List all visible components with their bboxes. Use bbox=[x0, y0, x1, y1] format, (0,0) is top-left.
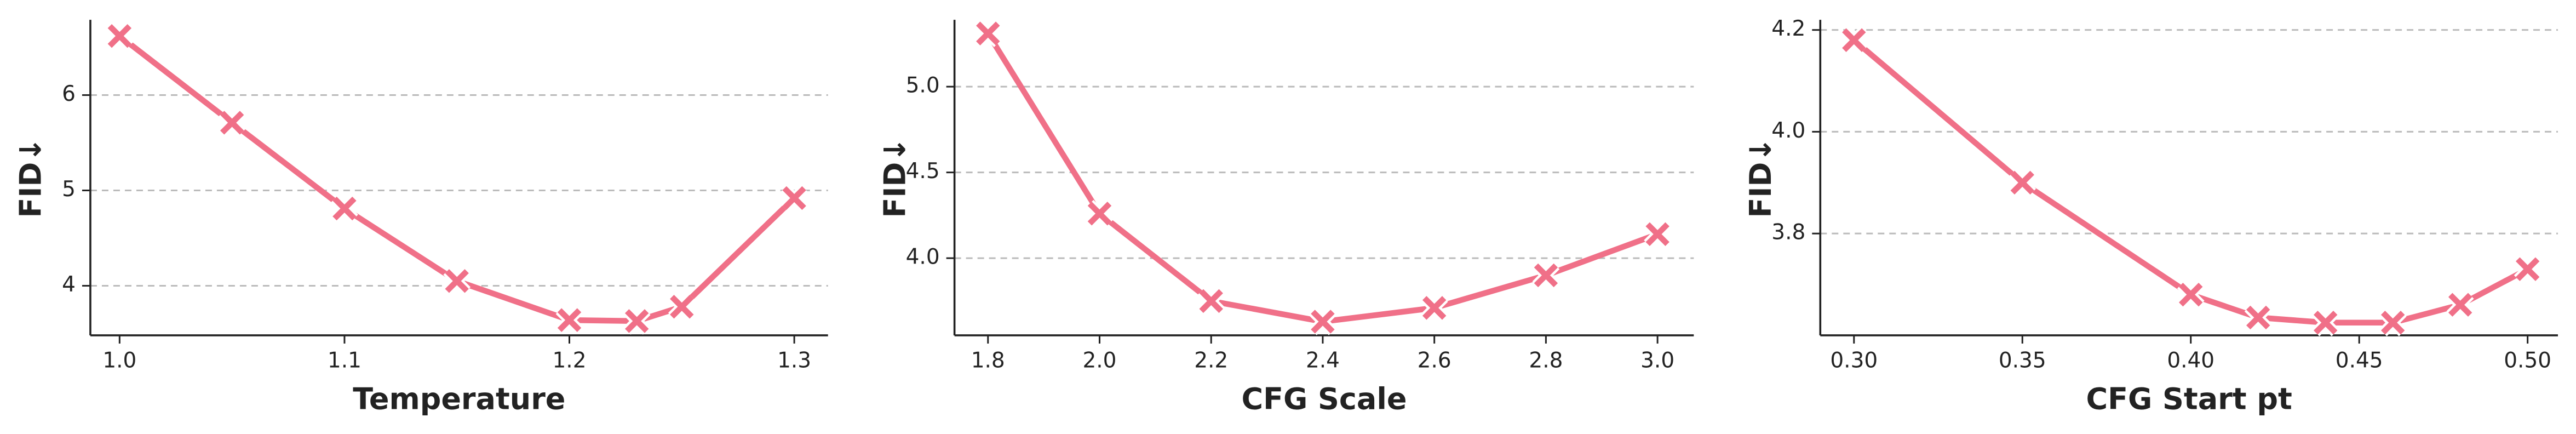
marker bbox=[443, 267, 471, 295]
x-tick-label: 2.8 bbox=[1529, 348, 1563, 373]
y-tick-label: 4.0 bbox=[1771, 118, 1805, 143]
marker bbox=[1197, 287, 1225, 315]
marker-cross bbox=[2010, 170, 2034, 195]
x-tick-label: 2.4 bbox=[1306, 348, 1340, 373]
y-tick-label: 6 bbox=[62, 82, 76, 106]
marker-cross bbox=[1199, 289, 1223, 313]
marker-cross bbox=[2380, 311, 2405, 335]
marker bbox=[2514, 255, 2541, 283]
marker-cross bbox=[624, 309, 649, 333]
marker-cross bbox=[332, 196, 357, 221]
marker bbox=[1086, 199, 1114, 227]
x-tick-label: 1.3 bbox=[777, 348, 811, 373]
marker bbox=[218, 109, 246, 136]
marker-cross bbox=[2448, 293, 2472, 317]
marker bbox=[1532, 261, 1560, 289]
marker-cross bbox=[670, 295, 694, 319]
marker bbox=[2244, 304, 2272, 332]
marker-cross bbox=[107, 24, 132, 48]
marker bbox=[974, 20, 1002, 48]
x-tick-label: 2.6 bbox=[1418, 348, 1451, 373]
marker bbox=[2177, 281, 2205, 309]
marker bbox=[781, 184, 808, 212]
marker-cross bbox=[976, 21, 1000, 45]
marker-cross bbox=[1842, 28, 1866, 52]
marker bbox=[1420, 294, 1448, 322]
x-axis-label: Temperature bbox=[353, 382, 565, 416]
y-axis-label: FID↓ bbox=[14, 138, 48, 218]
marker bbox=[1309, 308, 1336, 335]
marker-cross bbox=[2313, 311, 2338, 335]
marker bbox=[2379, 309, 2407, 336]
x-tick-label: 0.50 bbox=[2504, 348, 2551, 373]
x-tick-label: 1.0 bbox=[102, 348, 136, 373]
marker bbox=[106, 22, 134, 50]
marker bbox=[331, 195, 358, 222]
marker bbox=[623, 307, 651, 335]
x-tick-label: 1.2 bbox=[553, 348, 587, 373]
marker-cross bbox=[2179, 282, 2203, 307]
marker bbox=[2446, 291, 2474, 319]
marker-cross bbox=[2246, 305, 2270, 330]
y-axis-label: FID↓ bbox=[877, 138, 912, 218]
marker-cross bbox=[782, 186, 806, 210]
marker-cross bbox=[1422, 296, 1447, 320]
marker bbox=[668, 293, 696, 321]
marker-cross bbox=[2515, 257, 2540, 281]
marker-cross bbox=[1534, 263, 1558, 288]
marker bbox=[2009, 169, 2036, 197]
data-line bbox=[1852, 38, 2529, 326]
x-tick-label: 1.8 bbox=[971, 348, 1005, 373]
marker bbox=[1840, 26, 1868, 54]
x-tick-label: 0.40 bbox=[2167, 348, 2214, 373]
y-axis-label: FID↓ bbox=[1743, 138, 1778, 218]
marker bbox=[2311, 309, 2339, 336]
y-tick-label: 3.8 bbox=[1771, 220, 1805, 245]
x-tick-label: 2.0 bbox=[1082, 348, 1116, 373]
x-tick-label: 3.0 bbox=[1640, 348, 1674, 373]
x-tick-label: 0.45 bbox=[2336, 348, 2383, 373]
data-line bbox=[985, 32, 1659, 325]
marker-cross bbox=[1645, 222, 1669, 247]
x-axis-label: CFG Scale bbox=[1242, 382, 1407, 416]
marker-cross bbox=[1087, 202, 1112, 226]
marker-cross bbox=[220, 111, 244, 135]
y-tick-label: 4.5 bbox=[906, 159, 940, 184]
y-tick-label: 5 bbox=[62, 177, 76, 202]
x-axis-label: CFG Start pt bbox=[2086, 382, 2292, 416]
marker-cross bbox=[445, 269, 469, 293]
x-tick-label: 0.30 bbox=[1830, 348, 1878, 373]
x-tick-label: 2.2 bbox=[1194, 348, 1228, 373]
x-tick-label: 0.35 bbox=[1999, 348, 2046, 373]
x-tick-label: 1.1 bbox=[328, 348, 362, 373]
y-tick-label: 4.2 bbox=[1771, 16, 1805, 41]
y-tick-label: 5.0 bbox=[906, 73, 940, 98]
marker-cross bbox=[557, 308, 582, 332]
y-tick-label: 4 bbox=[62, 272, 76, 297]
marker bbox=[1644, 220, 1672, 248]
marker-cross bbox=[1311, 310, 1335, 334]
marker bbox=[555, 306, 583, 334]
y-tick-label: 4.0 bbox=[906, 245, 940, 270]
